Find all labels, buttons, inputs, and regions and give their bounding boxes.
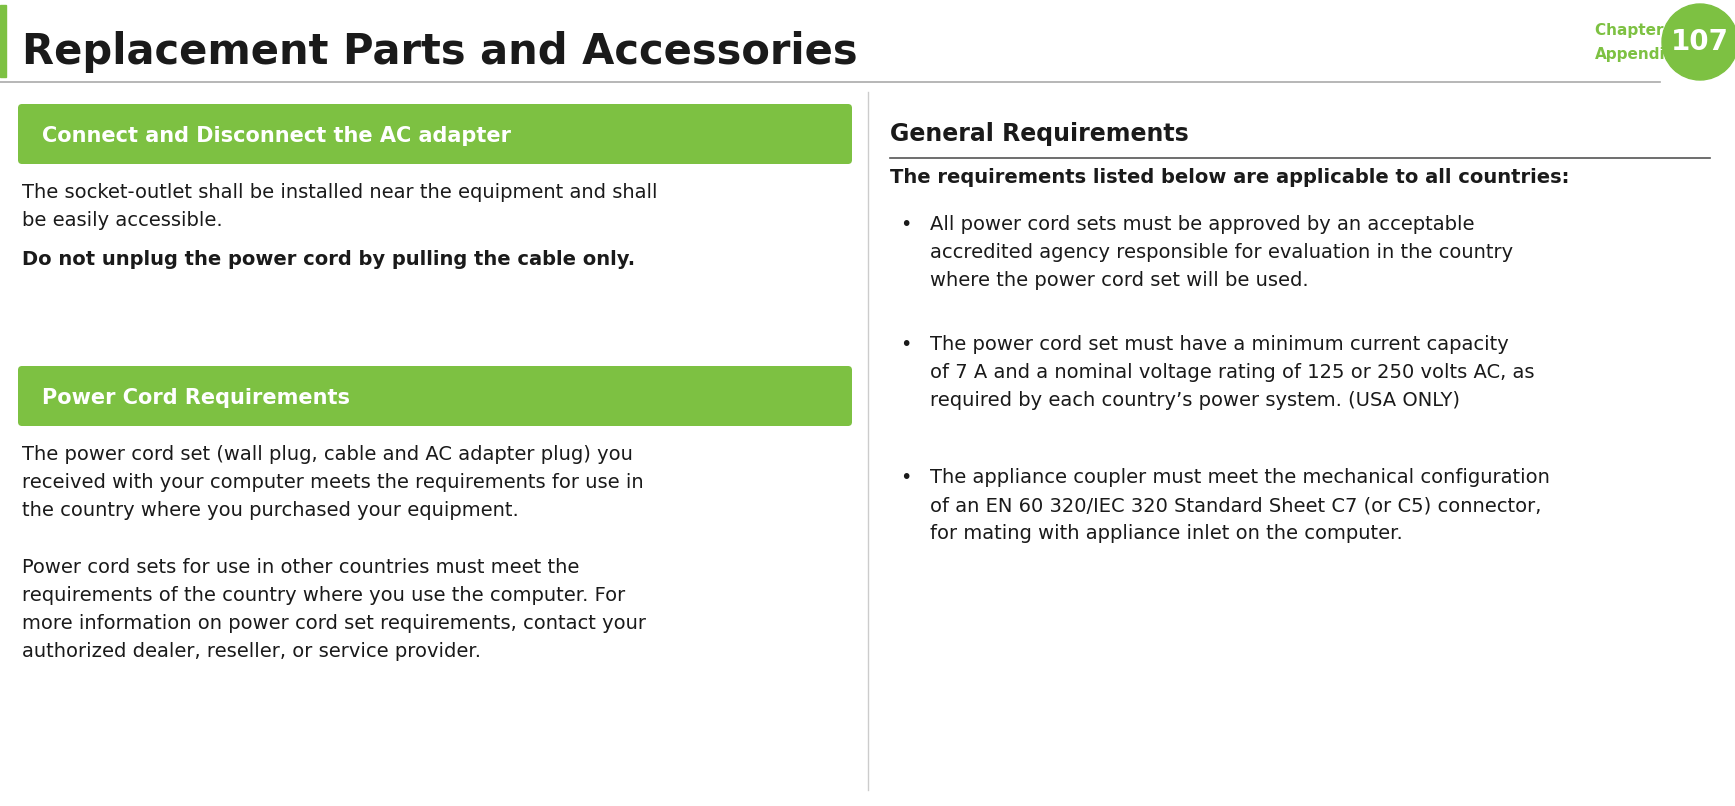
Text: Connect and Disconnect the AC adapter: Connect and Disconnect the AC adapter bbox=[42, 126, 512, 146]
Text: Chapter 5.: Chapter 5. bbox=[1594, 23, 1685, 38]
Bar bbox=[0, 5, 5, 77]
Text: The requirements listed below are applicable to all countries:: The requirements listed below are applic… bbox=[890, 168, 1570, 187]
Text: Power cord sets for use in other countries must meet the
requirements of the cou: Power cord sets for use in other countri… bbox=[23, 558, 645, 661]
Text: Replacement Parts and Accessories: Replacement Parts and Accessories bbox=[23, 31, 857, 73]
Text: 107: 107 bbox=[1671, 28, 1730, 56]
FancyBboxPatch shape bbox=[17, 104, 852, 164]
Text: Do not unplug the power cord by pulling the cable only.: Do not unplug the power cord by pulling … bbox=[23, 250, 635, 269]
Text: The appliance coupler must meet the mechanical configuration
of an EN 60 320/IEC: The appliance coupler must meet the mech… bbox=[930, 468, 1549, 543]
Text: The power cord set must have a minimum current capacity
of 7 A and a nominal vol: The power cord set must have a minimum c… bbox=[930, 335, 1534, 410]
Text: Appendix: Appendix bbox=[1594, 48, 1676, 63]
Text: Power Cord Requirements: Power Cord Requirements bbox=[42, 388, 350, 408]
Text: •: • bbox=[900, 215, 911, 234]
Text: •: • bbox=[900, 468, 911, 487]
Circle shape bbox=[1662, 4, 1735, 80]
Text: •: • bbox=[900, 335, 911, 354]
Text: General Requirements: General Requirements bbox=[890, 122, 1188, 146]
FancyBboxPatch shape bbox=[17, 366, 852, 426]
Text: All power cord sets must be approved by an acceptable
accredited agency responsi: All power cord sets must be approved by … bbox=[930, 215, 1513, 290]
Text: The power cord set (wall plug, cable and AC adapter plug) you
received with your: The power cord set (wall plug, cable and… bbox=[23, 445, 644, 520]
Text: The socket-outlet shall be installed near the equipment and shall
be easily acce: The socket-outlet shall be installed nea… bbox=[23, 183, 658, 230]
